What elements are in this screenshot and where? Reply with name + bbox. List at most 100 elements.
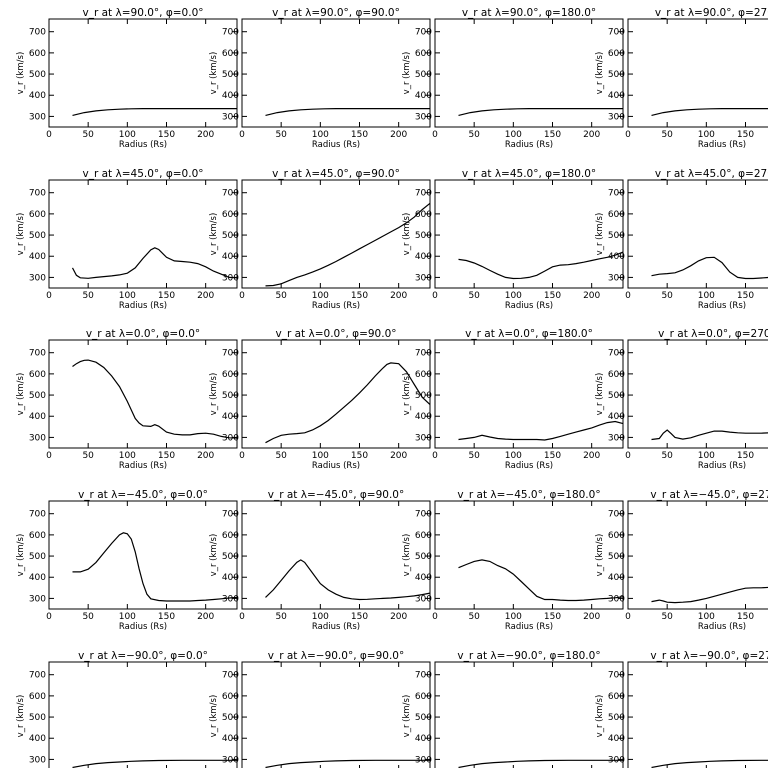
y-tick-label: 600 bbox=[415, 49, 432, 59]
y-tick-label: 400 bbox=[608, 573, 625, 583]
y-tick-label: 700 bbox=[608, 28, 625, 38]
plot-frame bbox=[434, 339, 624, 449]
x-tick-label: 100 bbox=[312, 291, 329, 301]
x-tick-label: 200 bbox=[197, 130, 214, 140]
x-tick-label: 200 bbox=[390, 130, 407, 140]
series-line bbox=[72, 359, 238, 439]
x-tick-label: 100 bbox=[698, 291, 715, 301]
panel-title: v_r at λ=0.0°, φ=270.0° bbox=[658, 328, 768, 340]
x-axis-label: Radius (Rs) bbox=[505, 622, 553, 632]
panel-title: v_r at λ=0.0°, φ=0.0° bbox=[86, 328, 200, 340]
panel-title: v_r at λ=90.0°, φ=90.0° bbox=[272, 7, 400, 19]
y-axis-label: v_r (km/s) bbox=[595, 373, 605, 416]
series-line bbox=[651, 256, 768, 280]
y-tick-label: 600 bbox=[608, 692, 625, 702]
y-axis-label: v_r (km/s) bbox=[16, 695, 26, 738]
x-tick-label: 50 bbox=[275, 612, 287, 622]
y-tick-label: 700 bbox=[29, 189, 46, 199]
panel-title: v_r at λ=−45.0°, φ=0.0° bbox=[78, 489, 208, 501]
x-tick-label: 0 bbox=[239, 291, 245, 301]
x-tick-label: 50 bbox=[468, 291, 480, 301]
plot-frame bbox=[627, 18, 768, 128]
series-line bbox=[265, 559, 431, 601]
y-tick-label: 400 bbox=[222, 573, 239, 583]
panel-title: v_r at λ=−45.0°, φ=270.0° bbox=[650, 489, 768, 501]
y-axis-label: v_r (km/s) bbox=[209, 52, 219, 95]
x-axis-label: Radius (Rs) bbox=[119, 301, 167, 311]
plot-frame bbox=[434, 500, 624, 610]
x-tick-label: 100 bbox=[312, 612, 329, 622]
panel: v_r at λ=45.0°, φ=0.0° 300 400 500 600 700 0 50… bbox=[16, 168, 238, 311]
y-tick-label: 500 bbox=[608, 231, 625, 241]
y-tick-label: 400 bbox=[608, 734, 625, 744]
y-axis-label: v_r (km/s) bbox=[595, 213, 605, 256]
y-axis-label: v_r (km/s) bbox=[16, 373, 26, 416]
plot-frame bbox=[434, 18, 624, 128]
series-line bbox=[651, 759, 768, 768]
series-line bbox=[265, 759, 430, 768]
y-tick-label: 400 bbox=[29, 734, 46, 744]
y-tick-label: 500 bbox=[29, 70, 46, 80]
x-tick-label: 100 bbox=[698, 612, 715, 622]
y-axis-label: v_r (km/s) bbox=[209, 695, 219, 738]
x-tick-label: 150 bbox=[158, 291, 175, 301]
y-tick-label: 300 bbox=[608, 433, 625, 443]
y-tick-label: 700 bbox=[222, 189, 239, 199]
y-tick-label: 500 bbox=[222, 713, 239, 723]
y-tick-label: 300 bbox=[29, 273, 46, 283]
x-tick-label: 50 bbox=[468, 612, 480, 622]
panel-title: v_r at λ=0.0°, φ=90.0° bbox=[276, 328, 397, 340]
x-tick-label: 0 bbox=[239, 130, 245, 140]
panel: v_r at λ=−90.0°, φ=270.0° 300 400 500 600 700… bbox=[595, 650, 768, 768]
series-line bbox=[265, 202, 431, 287]
x-tick-label: 150 bbox=[544, 291, 561, 301]
x-tick-label: 150 bbox=[544, 130, 561, 140]
y-tick-label: 500 bbox=[29, 391, 46, 401]
y-tick-label: 600 bbox=[222, 692, 239, 702]
plot-frame bbox=[48, 500, 238, 610]
panel: v_r at λ=45.0°, φ=90.0° 300 400 500 600 700 0 5… bbox=[209, 168, 431, 311]
y-tick-label: 700 bbox=[415, 349, 432, 359]
panel-title: v_r at λ=45.0°, φ=90.0° bbox=[272, 168, 400, 180]
y-tick-label: 400 bbox=[608, 91, 625, 101]
y-tick-label: 700 bbox=[608, 510, 625, 520]
y-tick-label: 400 bbox=[29, 573, 46, 583]
x-tick-label: 200 bbox=[583, 612, 600, 622]
x-tick-label: 100 bbox=[698, 130, 715, 140]
y-tick-label: 500 bbox=[29, 552, 46, 562]
series-line bbox=[71, 247, 238, 279]
x-axis-label: Radius (Rs) bbox=[505, 301, 553, 311]
y-tick-label: 600 bbox=[222, 531, 239, 541]
y-tick-label: 400 bbox=[222, 252, 239, 262]
y-tick-label: 300 bbox=[29, 594, 46, 604]
y-tick-label: 300 bbox=[222, 433, 239, 443]
x-tick-label: 0 bbox=[432, 612, 438, 622]
x-tick-label: 100 bbox=[505, 451, 522, 461]
y-tick-label: 400 bbox=[608, 252, 625, 262]
y-tick-label: 300 bbox=[608, 112, 625, 122]
panel-title: v_r at λ=−45.0°, φ=90.0° bbox=[268, 489, 404, 501]
plot-frame bbox=[627, 661, 768, 768]
x-tick-label: 0 bbox=[239, 451, 245, 461]
y-tick-label: 700 bbox=[608, 189, 625, 199]
x-tick-label: 150 bbox=[737, 130, 754, 140]
x-tick-label: 200 bbox=[390, 612, 407, 622]
x-axis-label: Radius (Rs) bbox=[505, 461, 553, 471]
x-axis-label: Radius (Rs) bbox=[698, 140, 746, 150]
y-axis-label: v_r (km/s) bbox=[16, 213, 26, 256]
y-tick-label: 600 bbox=[222, 210, 239, 220]
y-tick-label: 500 bbox=[608, 70, 625, 80]
plot-frame bbox=[627, 179, 768, 289]
x-tick-label: 0 bbox=[625, 130, 631, 140]
y-tick-label: 600 bbox=[415, 692, 432, 702]
y-tick-label: 300 bbox=[222, 273, 239, 283]
x-tick-label: 100 bbox=[312, 130, 329, 140]
y-tick-label: 600 bbox=[608, 49, 625, 59]
y-tick-label: 600 bbox=[608, 531, 625, 541]
y-tick-label: 500 bbox=[222, 231, 239, 241]
panel: v_r at λ=−45.0°, φ=270.0°300400500600700… bbox=[595, 489, 768, 632]
x-tick-label: 100 bbox=[119, 291, 136, 301]
y-tick-label: 500 bbox=[415, 391, 432, 401]
x-tick-label: 50 bbox=[661, 451, 673, 461]
